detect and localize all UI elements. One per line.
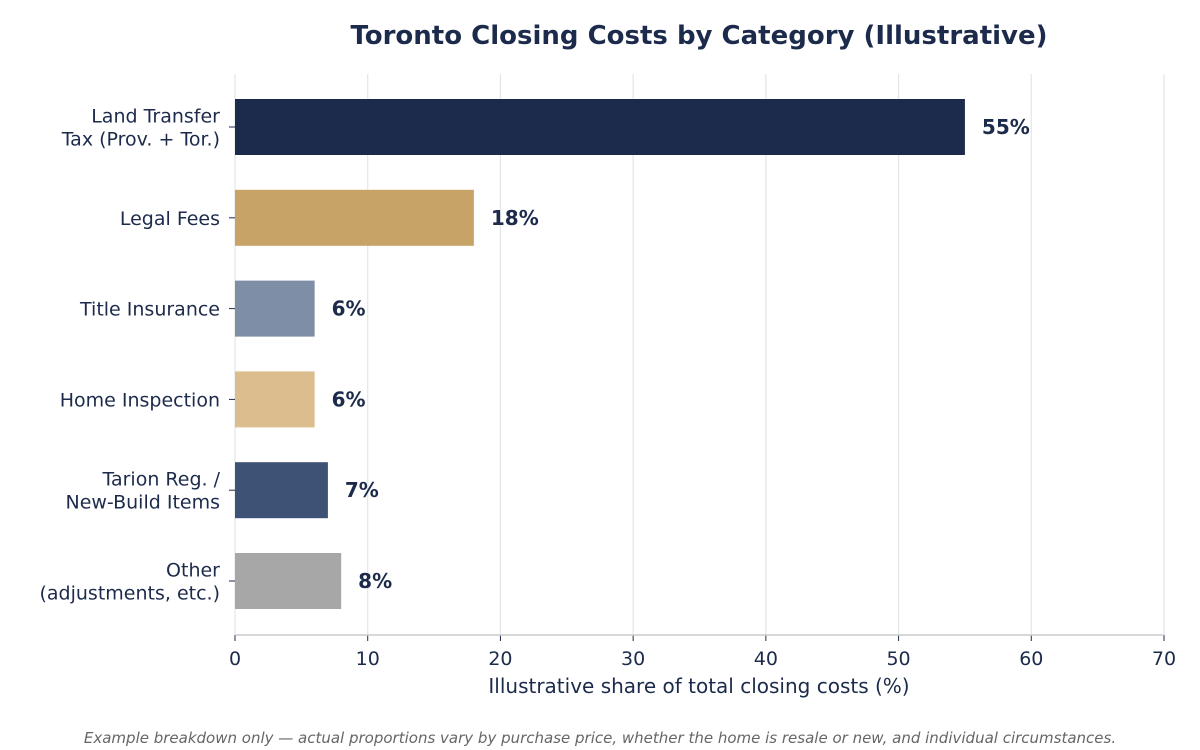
x-tick-label: 30: [621, 648, 645, 670]
x-tick-label: 70: [1152, 648, 1176, 670]
value-label: 18%: [491, 206, 539, 230]
category-label: Home Inspection: [60, 389, 220, 411]
bar: [235, 553, 342, 609]
category-label: Tarion Reg. / New-Build Items: [65, 469, 220, 514]
category-label: Title Insurance: [79, 299, 220, 321]
bar: [235, 189, 474, 246]
labels: Toronto Closing Costs by Category (Illus…: [40, 21, 1177, 747]
grid-lines: [234, 74, 1165, 635]
bar: [235, 371, 315, 428]
x-tick-label: 10: [356, 648, 380, 670]
category-label: Legal Fees: [120, 208, 220, 230]
x-tick-label: 0: [229, 648, 241, 670]
value-label: 55%: [982, 115, 1030, 139]
value-label: 6%: [332, 387, 366, 411]
x-axis-label: Illustrative share of total closing cost…: [488, 674, 909, 698]
bar: [235, 99, 965, 155]
x-tick-label: 50: [886, 648, 910, 670]
value-label: 6%: [332, 297, 366, 321]
footnote: Example breakdown only — actual proporti…: [84, 729, 1116, 747]
value-label: 7%: [345, 478, 379, 502]
bar: [235, 462, 328, 519]
bars: [235, 99, 965, 609]
bar: [235, 280, 315, 337]
category-label: Land Transfer Tax (Prov. + Tor.): [61, 106, 220, 151]
chart-title: Toronto Closing Costs by Category (Illus…: [350, 21, 1047, 51]
x-tick-label: 20: [488, 648, 512, 670]
x-tick-label: 40: [754, 648, 778, 670]
x-tick-label: 60: [1019, 648, 1043, 670]
axes: [229, 126, 1165, 641]
category-label: Other (adjustments, etc.): [40, 560, 221, 605]
value-label: 8%: [358, 569, 392, 593]
